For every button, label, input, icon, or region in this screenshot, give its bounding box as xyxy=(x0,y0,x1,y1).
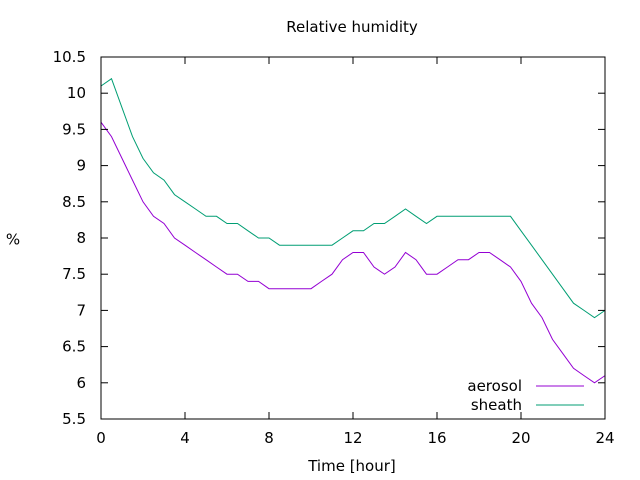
x-tick-label: 20 xyxy=(511,429,530,447)
series-line-aerosol xyxy=(100,121,606,384)
legend-label-sheath: sheath xyxy=(471,396,522,414)
chart-title: Relative humidity xyxy=(286,18,418,36)
axis-ticks: 0 4 8 12 16 20 24 5.5 6 6.5 7 7.5 8 8.5 9 9.5 10 10.5 xyxy=(53,48,615,447)
plot-area xyxy=(100,77,606,384)
y-tick-label: 6 xyxy=(76,374,86,392)
x-tick-label: 24 xyxy=(595,429,614,447)
legend-label-aerosol: aerosol xyxy=(467,377,522,395)
y-tick-label: 7 xyxy=(76,301,86,319)
series-line-sheath xyxy=(100,77,606,319)
x-axis-label: Time [hour] xyxy=(307,457,396,475)
y-tick-label: 9 xyxy=(76,157,86,175)
y-tick-label: 10 xyxy=(67,84,86,102)
y-tick-label: 10.5 xyxy=(53,48,86,66)
x-tick-label: 0 xyxy=(96,429,106,447)
y-tick-label: 7.5 xyxy=(62,265,86,283)
y-tick-label: 9.5 xyxy=(62,120,86,138)
y-tick-label: 5.5 xyxy=(62,410,86,428)
y-tick-label: 8.5 xyxy=(62,193,86,211)
plot-frame xyxy=(100,56,606,420)
x-tick-label: 4 xyxy=(180,429,190,447)
x-tick-label: 12 xyxy=(343,429,362,447)
x-tick-label: 8 xyxy=(264,429,274,447)
y-tick-label: 8 xyxy=(76,229,86,247)
x-tick-label: 16 xyxy=(427,429,446,447)
y-tick-label: 6.5 xyxy=(62,338,86,356)
y-axis-label: % xyxy=(6,231,20,249)
